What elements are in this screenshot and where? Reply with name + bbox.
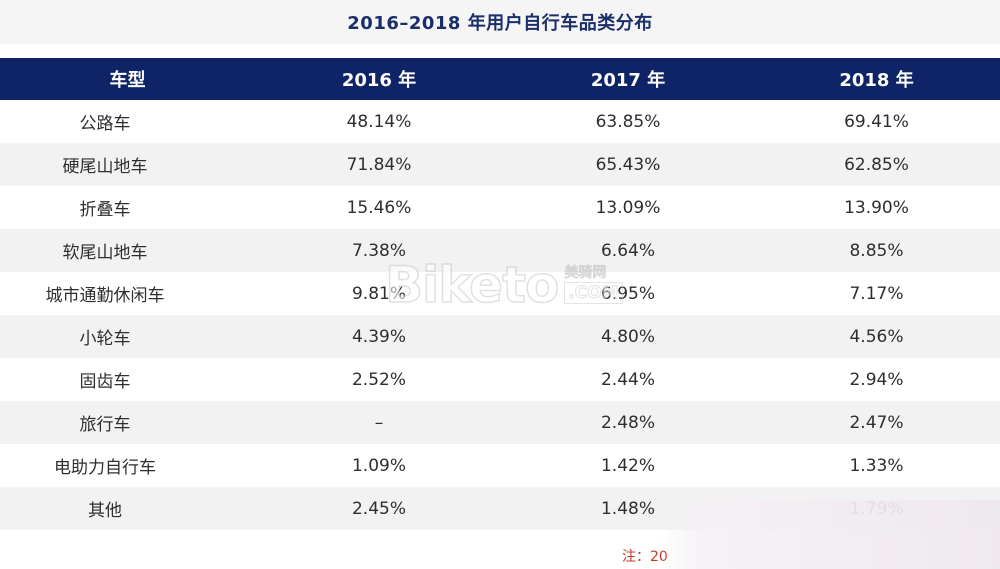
table-row: 折叠车 15.46% 13.09% 13.90% [0, 186, 1000, 229]
table-row: 公路车 48.14% 63.85% 69.41% [0, 100, 1000, 143]
cell-type: 硬尾山地车 [0, 143, 255, 186]
table-row: 硬尾山地车 71.84% 65.43% 62.85% [0, 143, 1000, 186]
cell-value: 62.85% [753, 143, 1000, 186]
cell-type-label: 折叠车 [79, 200, 131, 220]
cell-value: 2.47% [753, 401, 1000, 444]
header-2018: 2018 年 [753, 58, 1000, 100]
cell-value: 4.80% [503, 315, 753, 358]
cell-value: 7.17% [753, 272, 1000, 315]
cell-type-label: 电助力自行车 [54, 458, 156, 478]
header-type: 车型 [0, 58, 255, 100]
cell-value: 2.45% [255, 487, 503, 530]
cell-value: 71.84% [255, 143, 503, 186]
cell-value: 48.14% [255, 100, 503, 143]
cell-value: 65.43% [503, 143, 753, 186]
cell-value: 1.48% [503, 487, 753, 530]
cell-type: 固齿车 [0, 358, 255, 401]
table-row: 其他 2.45% 1.48% 1.79% [0, 487, 1000, 530]
cell-value: 15.46% [255, 186, 503, 229]
cell-type-label: 硬尾山地车 [62, 157, 148, 177]
cell-value: – [255, 401, 503, 444]
footnote: 注：20 [622, 549, 668, 565]
cell-value: 9.81% [255, 272, 503, 315]
cell-type: 其他 [0, 487, 255, 530]
cell-type: 电助力自行车 [0, 444, 255, 487]
cell-value: 2.48% [503, 401, 753, 444]
cell-value: 4.39% [255, 315, 503, 358]
table-row: 小轮车 4.39% 4.80% 4.56% [0, 315, 1000, 358]
cell-value: 1.79% [753, 487, 1000, 530]
cell-type-label: 旅行车 [79, 415, 131, 435]
table-row: 旅行车 –2.48% 2.47% [0, 401, 1000, 444]
cell-value: 2.52% [255, 358, 503, 401]
cell-value: 6.64% [503, 229, 753, 272]
header-2017: 2017 年 [503, 58, 753, 100]
table-row: 软尾山地车 7.38% 6.64% 8.85% [0, 229, 1000, 272]
cell-value: 1.33% [753, 444, 1000, 487]
cell-type: 软尾山地车 [0, 229, 255, 272]
cell-type: 折叠车 [0, 186, 255, 229]
category-table: 车型 2016 年 2017 年 2018 年 公路车 48.14% 63.85% 6… [0, 58, 1000, 530]
cell-type: 公路车 [0, 100, 255, 143]
table-row: 城市通勤休闲车 9.81% 6.95% 7.17% [0, 272, 1000, 315]
cell-type-label: 城市通勤休闲车 [45, 286, 165, 306]
table-row: 固齿车 2.52% 2.44% 2.94% [0, 358, 1000, 401]
cell-value: 69.41% [753, 100, 1000, 143]
cell-type: 小轮车 [0, 315, 255, 358]
cell-type-label: 公路车 [79, 114, 131, 134]
cell-value: 2.94% [753, 358, 1000, 401]
cell-value: 6.95% [503, 272, 753, 315]
cell-value: 1.09% [255, 444, 503, 487]
cell-value: 2.44% [503, 358, 753, 401]
cell-value: 13.90% [753, 186, 1000, 229]
cell-value: 63.85% [503, 100, 753, 143]
table-row: 电助力自行车 1.09% 1.42% 1.33% [0, 444, 1000, 487]
header-row: 车型 2016 年 2017 年 2018 年 [0, 58, 1000, 100]
cell-value: 4.56% [753, 315, 1000, 358]
cell-type: 旅行车 [0, 401, 255, 444]
cell-value: 13.09% [503, 186, 753, 229]
cell-type-label: 小轮车 [79, 329, 131, 349]
header-2016: 2016 年 [255, 58, 503, 100]
cell-type-label: 其他 [88, 501, 122, 521]
title-bar: 2016–2018 年用户自行车品类分布 [0, 0, 1000, 44]
cell-type: 城市通勤休闲车 [0, 272, 255, 315]
cell-value: 8.85% [753, 229, 1000, 272]
page-title: 2016–2018 年用户自行车品类分布 [347, 13, 653, 34]
cell-value: 1.42% [503, 444, 753, 487]
spacer [0, 44, 1000, 58]
cell-type-label: 软尾山地车 [62, 243, 148, 263]
cell-value: 7.38% [255, 229, 503, 272]
cell-type-label: 固齿车 [79, 372, 131, 392]
